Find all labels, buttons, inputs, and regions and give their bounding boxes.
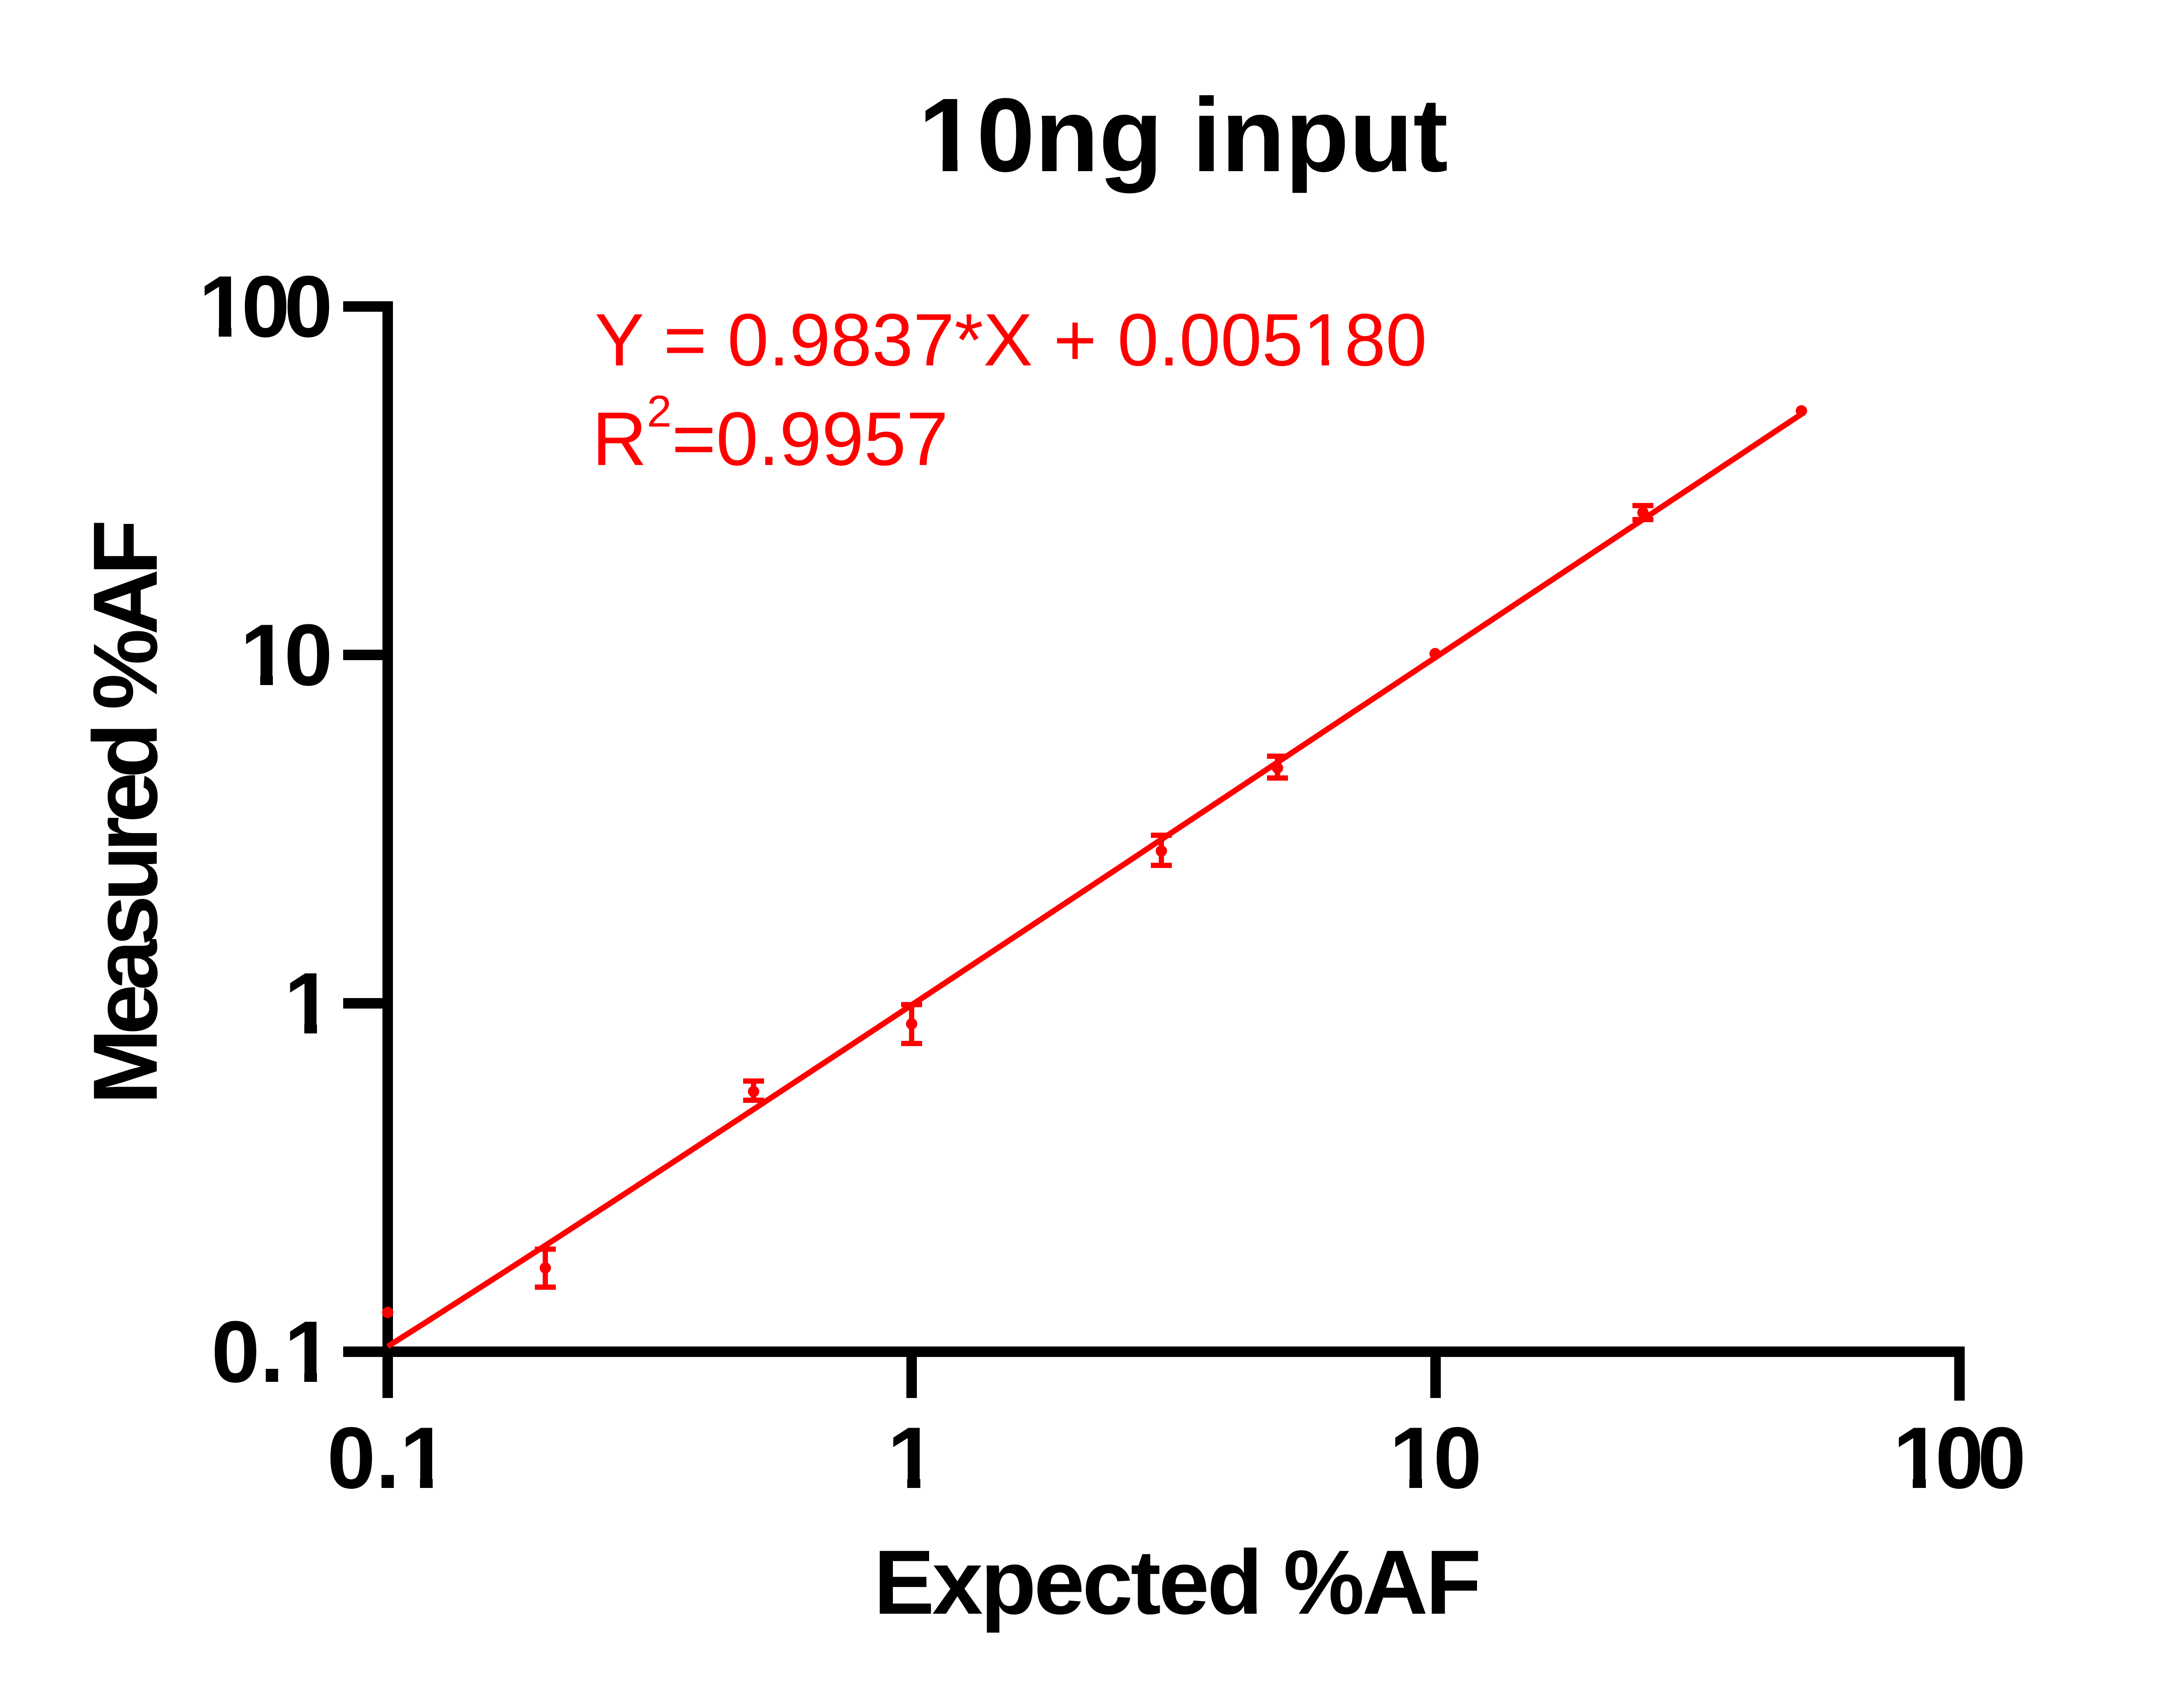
svg-text:Expected %AF: Expected %AF	[874, 1532, 1481, 1633]
svg-text:100: 100	[1893, 1409, 2026, 1507]
svg-text:Measured %AF: Measured %AF	[75, 520, 176, 1105]
svg-text:10: 10	[1389, 1409, 1482, 1507]
svg-text:0.1: 0.1	[211, 1303, 333, 1401]
svg-text:10ng input: 10ng input	[918, 76, 1448, 193]
svg-text:1: 1	[284, 955, 333, 1052]
svg-text:0.1: 0.1	[327, 1409, 448, 1507]
svg-text:1: 1	[887, 1409, 936, 1507]
svg-text:10: 10	[240, 606, 333, 704]
svg-text:R2=0.9957: R2=0.9957	[592, 386, 948, 481]
svg-text:Y = 0.9837*X + 0.005180: Y = 0.9837*X + 0.005180	[595, 299, 1427, 382]
svg-text:100: 100	[199, 258, 333, 355]
